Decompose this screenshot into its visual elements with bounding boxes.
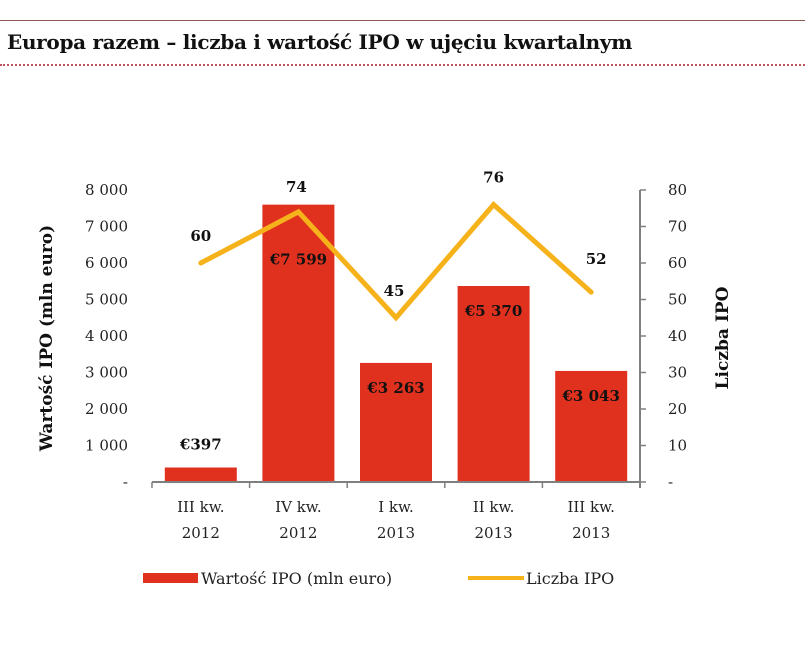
bar-data-label-2: €3 263 — [366, 379, 424, 397]
left-tick-label-6: 6 000 — [85, 254, 128, 272]
right-axis-title: Liczba IPO — [713, 286, 733, 389]
line-data-label-0: 60 — [190, 227, 211, 245]
left-tick-label-7: 7 000 — [85, 218, 128, 236]
left-tick-label-3: 3 000 — [85, 364, 128, 382]
legend-label-liczba: Liczba IPO — [526, 569, 614, 588]
right-tick-label-0: - — [668, 473, 673, 491]
legend-swatch-wartosc — [143, 573, 198, 583]
bar-data-label-0: €397 — [179, 436, 222, 454]
category-label-4-line1: III kw. — [567, 498, 614, 516]
bar-3 — [457, 285, 530, 482]
title-dotted-rule — [0, 64, 805, 66]
left-tick-label-1: 1 000 — [85, 437, 128, 455]
line-data-label-2: 45 — [384, 282, 405, 300]
right-tick-label-2: 20 — [668, 400, 687, 418]
bar-0 — [164, 467, 237, 482]
left-axis-title: Wartość IPO (mln euro) — [37, 225, 57, 452]
line-layer — [198, 201, 594, 322]
line-data-label-3: 76 — [483, 169, 504, 187]
left-tick-label-2: 2 000 — [85, 400, 128, 418]
category-label-0-line1: III kw. — [177, 498, 224, 516]
legend: Wartość IPO (mln euro) Liczba IPO — [143, 569, 614, 588]
right-tick-label-4: 40 — [668, 327, 687, 345]
right-tick-label-8: 80 — [668, 181, 687, 199]
category-label-2-line1: I kw. — [378, 498, 414, 516]
line-data-label-4: 52 — [586, 250, 607, 268]
left-tick-label-8: 8 000 — [85, 181, 128, 199]
bar-1 — [262, 204, 335, 482]
top-rule — [0, 20, 805, 21]
chart-title: Europa razem – liczba i wartość IPO w uj… — [7, 30, 633, 54]
left-tick-label-0: - — [123, 473, 128, 491]
right-tick-label-1: 10 — [668, 437, 687, 455]
bar-data-label-1: €7 599 — [269, 251, 327, 269]
bars-layer — [164, 204, 628, 482]
category-label-1-line1: IV kw. — [275, 498, 321, 516]
category-label-4-line2: 2013 — [572, 524, 610, 542]
line-data-label-1: 74 — [286, 178, 307, 196]
right-tick-label-3: 30 — [668, 364, 687, 382]
bar-data-label-3: €5 370 — [464, 302, 522, 320]
axes-layer: - 1 000 2 000 3 000 4 000 5 000 6 000 7 000 8 00… — [37, 181, 733, 542]
category-label-2-line2: 2013 — [377, 524, 415, 542]
bar-4 — [555, 370, 628, 482]
category-label-3-line2: 2013 — [475, 524, 513, 542]
category-label-0-line2: 2012 — [182, 524, 220, 542]
legend-label-wartosc: Wartość IPO (mln euro) — [201, 569, 392, 588]
line-series-liczba-ipo — [198, 201, 594, 322]
left-tick-label-4: 4 000 — [85, 327, 128, 345]
labels-layer: €397 €7 599 €3 263 €5 370 €3 043 60 74 45 76 52 — [179, 169, 620, 454]
bar-data-label-4: €3 043 — [561, 387, 619, 405]
right-tick-label-6: 60 — [668, 254, 687, 272]
category-label-3-line1: II kw. — [473, 498, 515, 516]
left-tick-label-5: 5 000 — [85, 291, 128, 309]
right-tick-label-5: 50 — [668, 291, 687, 309]
bar-2 — [360, 362, 432, 482]
right-tick-label-7: 70 — [668, 218, 687, 236]
category-label-1-line2: 2012 — [279, 524, 317, 542]
